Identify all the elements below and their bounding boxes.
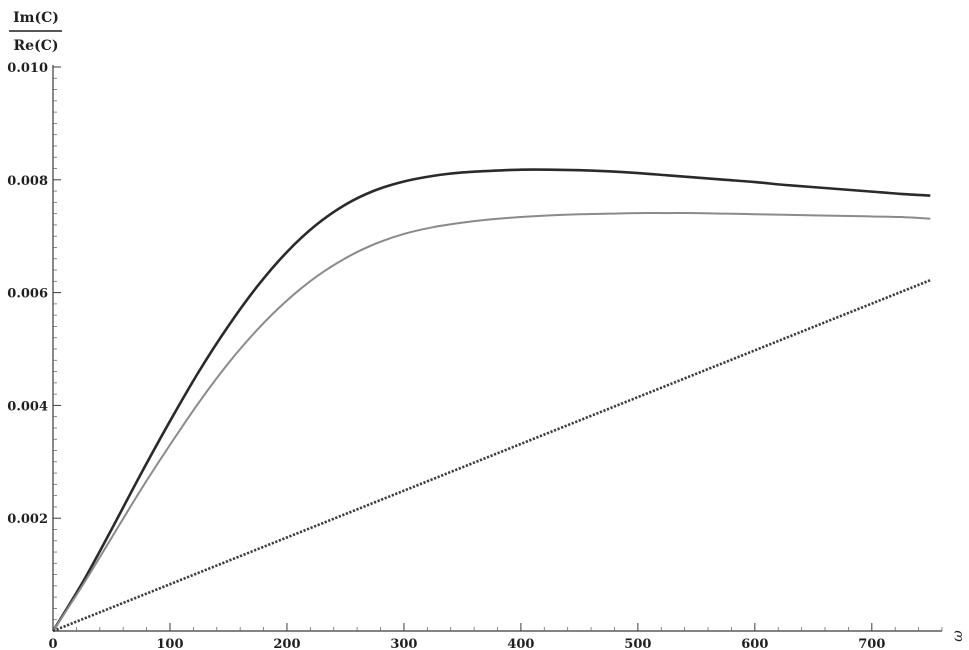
x-tick-label: 400 xyxy=(507,637,534,650)
series-group xyxy=(51,168,931,633)
x-tick-label: 100 xyxy=(156,637,183,650)
y-tick-label: 0.008 xyxy=(7,174,48,189)
labels-group: Im(C) Re(C) ω xyxy=(9,10,966,642)
x-tick-label: 500 xyxy=(624,637,651,650)
ticks-group: 0 100 200 300 400 500 600 700 0.002 0.004 0.006 0.0… xyxy=(7,61,943,650)
series-lower-gray-curve xyxy=(52,212,931,632)
x-tick-label: 200 xyxy=(273,637,300,650)
y-tick-label: 0.004 xyxy=(7,399,48,414)
x-axis-label: ω xyxy=(950,630,966,642)
y-axis-label-denominator: Re(C) xyxy=(14,38,59,54)
series-upper-dark-curve xyxy=(51,168,931,632)
x-tick-label: 300 xyxy=(390,637,417,650)
axes-group xyxy=(52,65,942,632)
x-tick-label: 600 xyxy=(741,637,768,650)
x-tick-label: 700 xyxy=(858,637,885,650)
x-tick-label: 0 xyxy=(48,637,57,650)
y-axis-label-numerator: Im(C) xyxy=(13,10,59,26)
series-dotted-line xyxy=(52,278,931,633)
y-tick-label: 0.002 xyxy=(7,512,48,527)
y-tick-label: 0.006 xyxy=(7,287,48,302)
y-tick-label: 0.010 xyxy=(7,61,48,76)
